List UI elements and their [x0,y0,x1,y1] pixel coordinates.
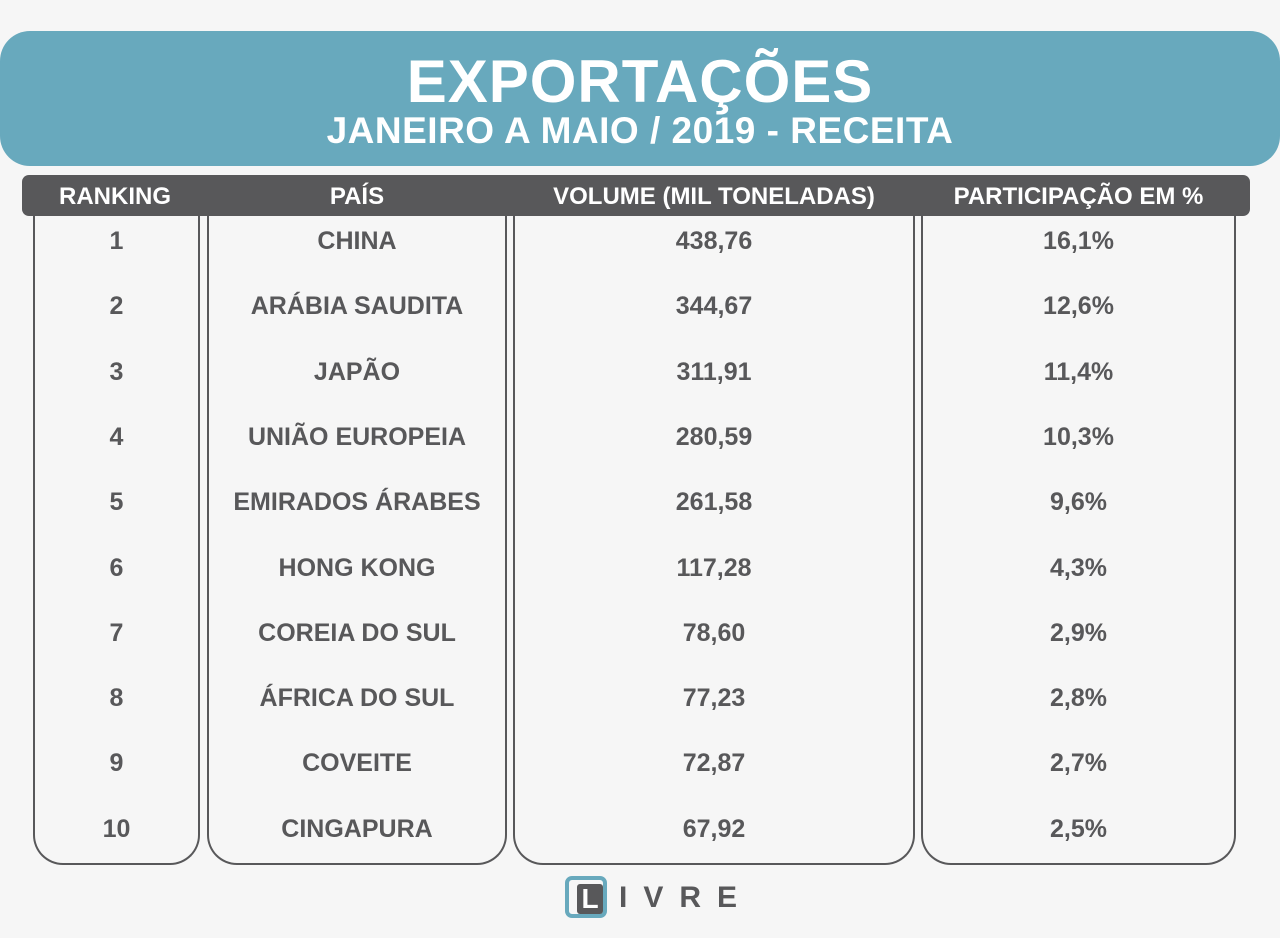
column-ranking-box [33,205,200,865]
cell-country: HONG KONG [278,554,436,582]
cell-volume: 117,28 [676,554,752,582]
cell-ranking: 8 [109,684,124,712]
cell-volume: 438,76 [675,227,753,255]
page-subtitle: JANEIRO A MAIO / 2019 - RECEITA [326,110,954,151]
cell-volume: 77,23 [682,684,746,712]
cell-share: 2,7% [1050,749,1107,777]
cell-share: 11,4% [1043,358,1114,386]
cell-country: CINGAPURA [281,815,433,843]
cell-country: COVEITE [302,749,412,777]
column-volume-box [513,205,915,865]
cell-country: EMIRADOS ÁRABES [233,488,481,516]
cell-ranking: 4 [109,423,124,451]
cell-country: CHINA [317,227,397,255]
header-country: PAÍS [329,183,385,210]
cell-share: 4,3% [1050,554,1107,582]
cell-volume: 344,67 [675,292,753,320]
cell-ranking: 2 [109,292,124,320]
header-ranking: RANKING [59,183,171,210]
cell-volume: 67,92 [682,815,746,843]
column-share-box [921,205,1236,865]
cell-share: 2,5% [1050,815,1107,843]
header-share: PARTICIPAÇÃO EM % [953,183,1204,210]
cell-country: COREIA DO SUL [258,619,456,647]
table-header: RANKING PAÍS VOLUME (MIL TONELADAS) PART… [22,175,1250,216]
logo-letter: L [577,884,603,914]
cell-volume: 72,87 [682,749,746,777]
title-banner: EXPORTAÇÕES JANEIRO A MAIO / 2019 - RECE… [0,31,1280,166]
cell-ranking: 3 [109,358,124,386]
cell-country: ÁFRICA DO SUL [259,684,455,712]
logo-mark: L [565,876,607,918]
cell-country: ARÁBIA SAUDITA [250,292,464,320]
cell-volume: 311,91 [676,358,752,386]
cell-share: 2,9% [1050,619,1107,647]
cell-ranking: 7 [109,619,124,647]
cell-ranking: 10 [102,815,131,843]
cell-country: JAPÃO [313,358,401,386]
cell-volume: 280,59 [675,423,753,451]
cell-share: 16,1% [1043,227,1114,255]
livre-logo: L IVRE [565,876,737,920]
page-title: EXPORTAÇÕES [406,48,874,115]
cell-share: 2,8% [1050,684,1107,712]
cell-ranking: 1 [109,227,124,255]
cell-ranking: 6 [109,554,124,582]
cell-country: UNIÃO EUROPEIA [247,423,467,451]
column-country-box [207,205,507,865]
logo-wordmark: IVRE [619,881,754,914]
cell-ranking: 5 [109,488,124,516]
cell-share: 9,6% [1050,488,1107,516]
cell-volume: 261,58 [675,488,753,516]
cell-volume: 78,60 [682,619,746,647]
cell-share: 12,6% [1043,292,1114,320]
cell-share: 10,3% [1043,423,1114,451]
cell-ranking: 9 [109,749,124,777]
header-volume: VOLUME (MIL TONELADAS) [553,183,875,210]
